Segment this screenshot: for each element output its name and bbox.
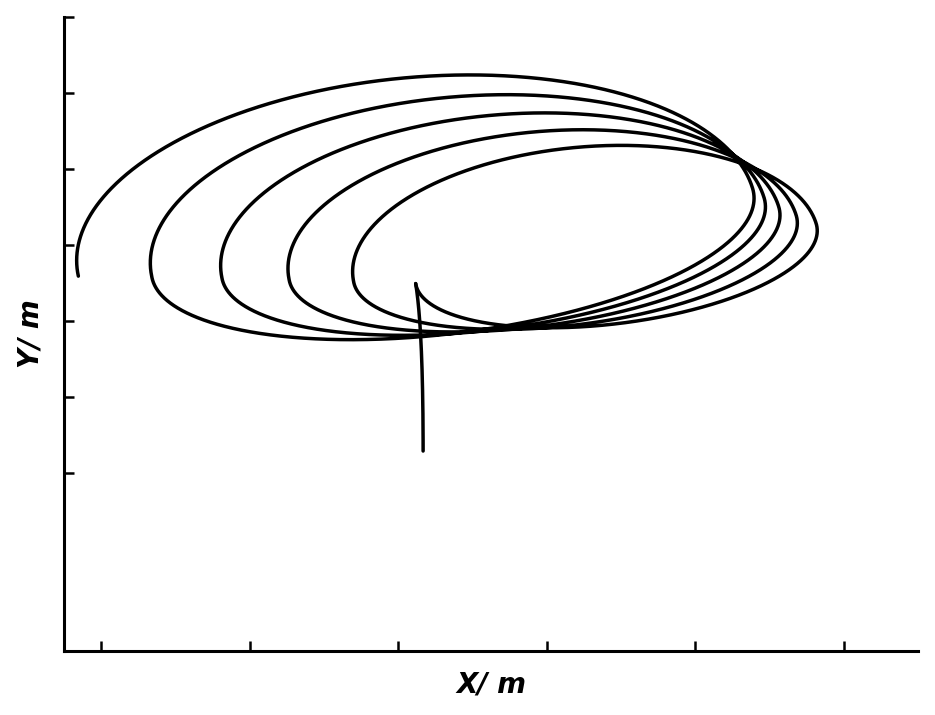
Y-axis label: Y/ m: Y/ m: [17, 300, 45, 368]
X-axis label: X/ m: X/ m: [456, 671, 526, 699]
